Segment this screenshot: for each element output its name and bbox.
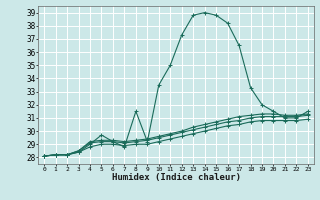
X-axis label: Humidex (Indice chaleur): Humidex (Indice chaleur) xyxy=(111,173,241,182)
